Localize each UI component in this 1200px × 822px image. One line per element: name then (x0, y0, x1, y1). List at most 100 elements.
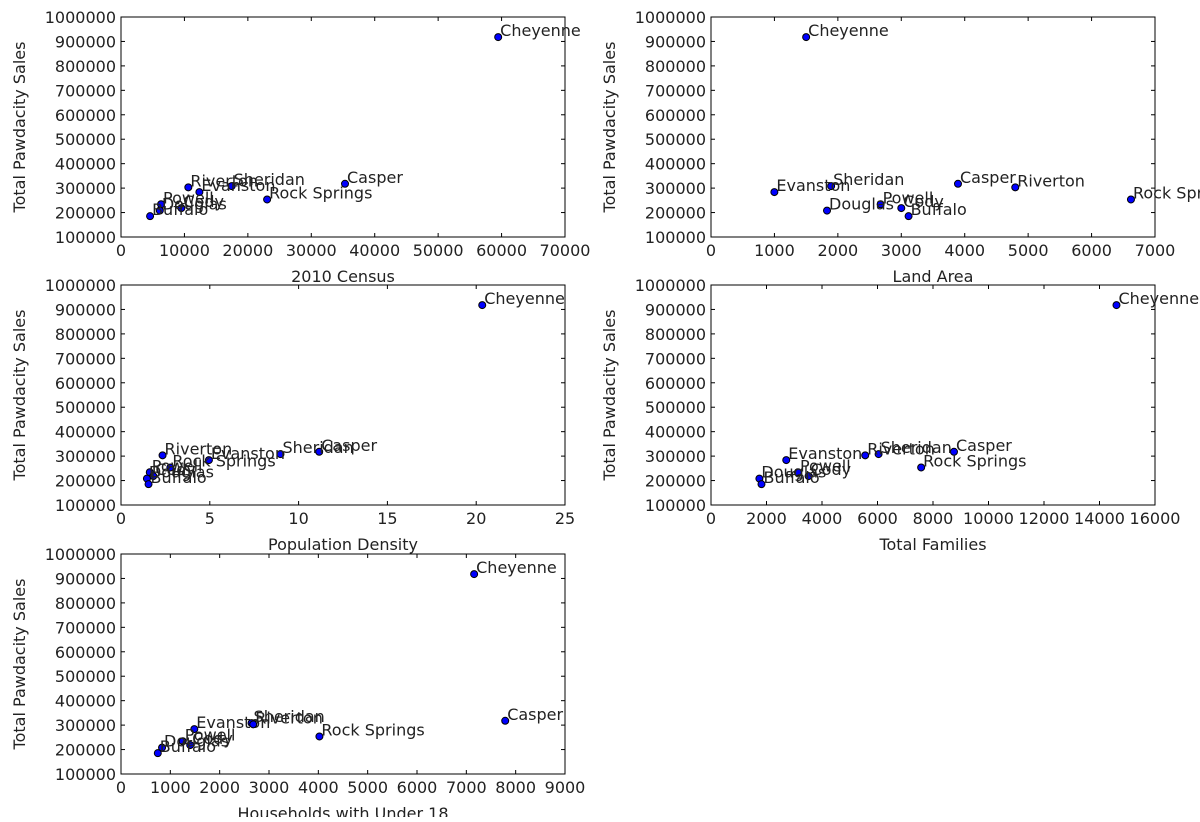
point-label: Evanston (788, 444, 862, 463)
y-tick-label: 1000000 (45, 8, 116, 27)
x-axis-label: 2010 Census (291, 267, 395, 286)
point-label: Rock Springs (172, 451, 275, 470)
x-tick-label: 1000 (150, 778, 191, 797)
x-tick-label: 30000 (286, 241, 337, 260)
data-point (757, 480, 766, 489)
y-axis-label: Total Pawdacity Sales (600, 42, 619, 214)
point-label: Cody (192, 729, 233, 748)
y-tick-label: 400000 (55, 155, 116, 174)
data-point (186, 741, 195, 750)
data-point (793, 468, 802, 477)
axes-frame (120, 553, 566, 775)
point-label: Riverton (255, 708, 323, 727)
x-tick-label: 10000 (963, 509, 1014, 528)
y-tick-label: 400000 (55, 423, 116, 442)
point-label: Cheyenne (476, 558, 557, 577)
data-point (917, 463, 926, 472)
x-tick-label: 8000 (913, 509, 954, 528)
x-tick-label: 60000 (476, 241, 527, 260)
y-tick-label: 900000 (55, 300, 116, 319)
x-tick-label: 7000 (1135, 241, 1176, 260)
y-tick-label: 1000000 (45, 545, 116, 564)
x-tick-label: 3000 (249, 778, 290, 797)
x-tick-label: 5000 (1008, 241, 1049, 260)
data-point (1011, 183, 1020, 192)
x-tick-label: 0 (706, 509, 716, 528)
data-point (1126, 195, 1135, 204)
y-tick-label: 200000 (55, 204, 116, 223)
subplot-4: 0 2000 4000 6000 8000 10000 12000 14000 16000 100… (600, 276, 1199, 554)
data-point (470, 570, 479, 579)
y-tick-label: 300000 (55, 716, 116, 735)
point-label: Buffalo (160, 737, 216, 756)
axes-frame (120, 16, 566, 238)
point-label: Rock Springs (1133, 183, 1200, 202)
point-label: Douglas (829, 195, 894, 214)
point-label: Cody (155, 460, 196, 479)
point-label: Riverton (165, 439, 233, 458)
data-point (478, 301, 487, 310)
x-tick-label: 20 (466, 509, 486, 528)
data-point (177, 204, 186, 213)
point-label: Powell (152, 456, 203, 475)
point-label: Sheridan (234, 170, 305, 189)
y-tick-label: 100000 (55, 228, 116, 247)
data-point (804, 472, 813, 481)
data-point (158, 451, 167, 460)
x-tick-label: 5 (205, 509, 215, 528)
point-label: Cheyenne (484, 289, 565, 308)
y-tick-label: 400000 (55, 692, 116, 711)
y-tick-label: 300000 (645, 447, 706, 466)
x-tick-label: 4000 (802, 509, 843, 528)
point-label: Sheridan (254, 707, 325, 726)
x-tick-label: 50000 (413, 241, 464, 260)
x-tick-label: 8000 (495, 778, 536, 797)
y-tick-label: 1000000 (635, 276, 706, 295)
y-tick-label: 700000 (645, 349, 706, 368)
y-tick-label: 700000 (55, 618, 116, 637)
y-axis-label: Total Pawdacity Sales (10, 42, 29, 214)
y-tick-label: 100000 (645, 228, 706, 247)
point-label: Casper (956, 436, 1012, 455)
data-point (190, 725, 199, 734)
y-tick-label: 200000 (55, 741, 116, 760)
y-tick-label: 800000 (55, 57, 116, 76)
data-point (876, 200, 885, 209)
point-label: Buffalo (911, 200, 967, 219)
data-point (146, 212, 155, 221)
x-tick-label: 0 (116, 509, 126, 528)
y-tick-label: 100000 (55, 765, 116, 784)
x-tick-label: 6000 (857, 509, 898, 528)
point-label: Cheyenne (500, 21, 581, 40)
y-tick-label: 100000 (645, 496, 706, 515)
x-tick-label: 4000 (944, 241, 985, 260)
y-tick-label: 200000 (55, 472, 116, 491)
point-label: Sheridan (833, 170, 904, 189)
data-point (782, 456, 791, 465)
point-label: Powell (800, 456, 851, 475)
point-label: Douglas (164, 732, 229, 751)
point-label: Douglas (162, 195, 227, 214)
x-tick-label: 0 (706, 241, 716, 260)
point-label: Rock Springs (923, 451, 1026, 470)
point-label: Evanston (211, 444, 285, 463)
data-point (166, 463, 175, 472)
x-tick-label: 70000 (540, 241, 591, 260)
x-tick-label: 10 (288, 509, 308, 528)
x-tick-label: 2000 (817, 241, 858, 260)
y-tick-label: 500000 (55, 667, 116, 686)
y-tick-label: 800000 (645, 325, 706, 344)
point-label: Cody (183, 192, 224, 211)
data-point (874, 450, 883, 459)
y-tick-label: 600000 (55, 643, 116, 662)
y-tick-label: 800000 (55, 594, 116, 613)
y-tick-label: 500000 (55, 130, 116, 149)
point-label: Buffalo (763, 468, 819, 487)
y-tick-label: 400000 (645, 155, 706, 174)
y-tick-label: 200000 (645, 472, 706, 491)
point-label: Cheyenne (808, 21, 889, 40)
y-tick-label: 1000000 (45, 276, 116, 295)
x-tick-label: 3000 (881, 241, 922, 260)
data-point (315, 732, 324, 741)
data-point (501, 716, 510, 725)
